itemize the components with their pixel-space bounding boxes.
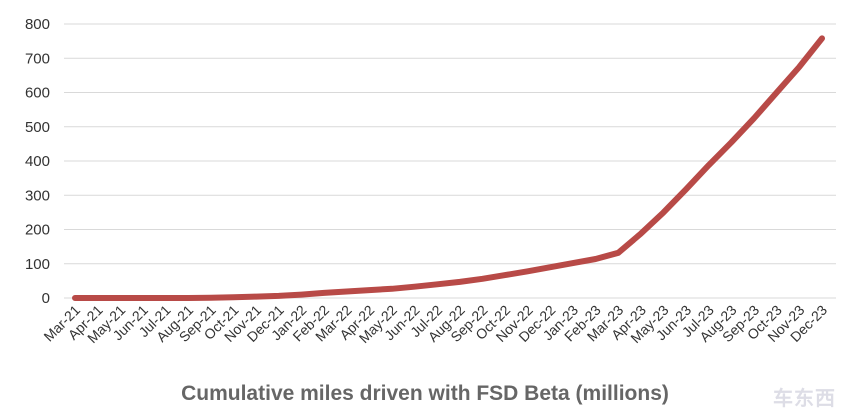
y-tick-label: 300 <box>25 187 50 204</box>
data-point <box>661 209 667 215</box>
chart-title: Cumulative miles driven with FSD Beta (m… <box>181 382 669 405</box>
data-point <box>366 287 372 293</box>
data-point <box>547 264 553 270</box>
data-point <box>683 186 689 192</box>
data-point <box>95 295 101 301</box>
data-point <box>412 284 418 290</box>
y-tick-label: 600 <box>25 85 50 102</box>
data-point <box>502 272 508 278</box>
data-point <box>457 279 463 285</box>
data-point <box>117 295 123 301</box>
data-point <box>344 288 350 294</box>
data-point <box>728 139 734 145</box>
data-point <box>638 231 644 237</box>
data-point <box>751 115 757 121</box>
data-point <box>774 90 780 95</box>
y-tick-label: 100 <box>25 256 50 273</box>
data-point <box>434 281 440 287</box>
y-tick-label: 800 <box>25 16 50 33</box>
data-point <box>321 290 327 296</box>
data-point <box>230 294 236 300</box>
data-point <box>140 295 146 301</box>
data-point <box>525 268 531 274</box>
y-tick-label: 400 <box>25 153 50 170</box>
y-tick-label: 700 <box>25 50 50 67</box>
y-tick-label: 200 <box>25 222 50 239</box>
watermark-logo: 车东西 <box>773 386 836 410</box>
data-point <box>570 260 576 266</box>
data-point <box>276 293 282 299</box>
data-point <box>208 295 214 301</box>
series-line <box>72 35 825 301</box>
data-point <box>796 64 802 70</box>
data-point <box>819 35 825 41</box>
data-point <box>389 286 395 292</box>
data-point <box>185 295 191 301</box>
data-point <box>72 295 78 301</box>
data-point <box>253 294 259 300</box>
y-tick-label: 500 <box>25 119 50 136</box>
data-point <box>593 256 599 262</box>
y-tick-label: 0 <box>42 290 50 307</box>
data-point <box>615 250 621 256</box>
data-point <box>479 276 485 282</box>
data-point <box>163 295 169 301</box>
data-point <box>706 162 712 168</box>
line-chart-plot: 0100200300400500600700800Mar-21Apr-21May… <box>25 16 836 346</box>
data-point <box>298 292 304 298</box>
